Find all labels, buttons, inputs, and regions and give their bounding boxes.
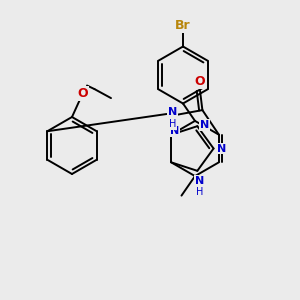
Text: N: N bbox=[195, 176, 204, 186]
Text: N: N bbox=[200, 120, 209, 130]
Text: H: H bbox=[169, 119, 176, 129]
Text: N: N bbox=[217, 143, 226, 154]
Text: O: O bbox=[194, 75, 205, 88]
Text: O: O bbox=[77, 87, 88, 100]
Text: N: N bbox=[170, 126, 179, 136]
Text: N: N bbox=[168, 107, 177, 117]
Text: H: H bbox=[196, 187, 203, 197]
Text: Br: Br bbox=[175, 19, 191, 32]
